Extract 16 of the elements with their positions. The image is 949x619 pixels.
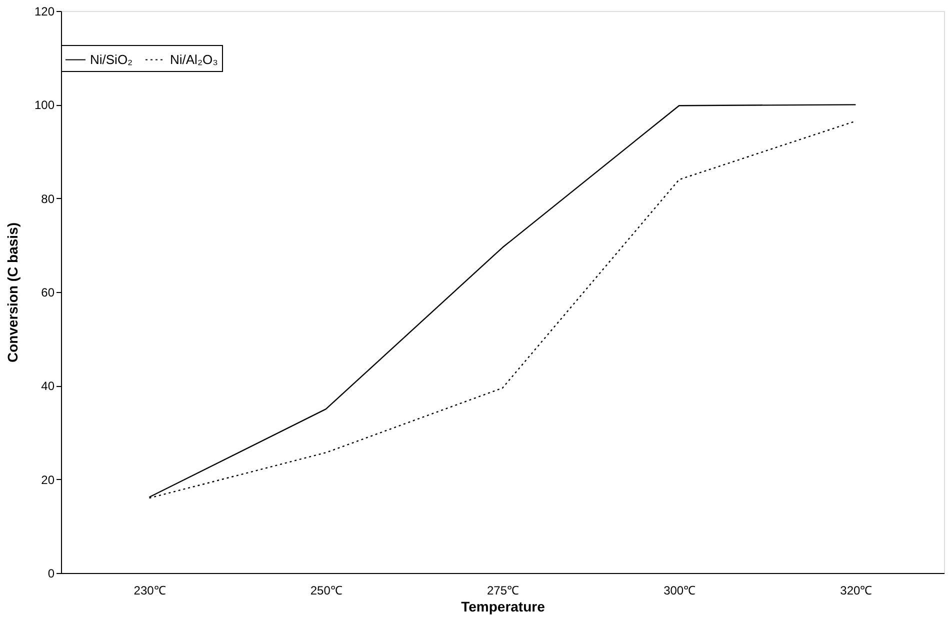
y-tick-label: 120 — [34, 4, 55, 18]
y-tick-label: 60 — [41, 286, 55, 300]
x-tick-label: 320℃ — [840, 584, 872, 598]
x-tick-label: 275℃ — [486, 584, 520, 598]
x-tick-label: 230℃ — [134, 584, 166, 598]
x-tick-label: 300℃ — [664, 584, 696, 598]
x-tick-label: 250℃ — [310, 584, 342, 598]
legend-label: Ni/SiO₂ — [90, 52, 133, 67]
y-tick-label: 80 — [41, 192, 55, 206]
x-axis-title: Temperature — [461, 598, 546, 614]
y-axis-title: Conversion (C basis) — [4, 222, 20, 363]
legend-label: Ni/Al₂O₃ — [170, 52, 218, 67]
y-tick-label: 100 — [34, 98, 55, 112]
y-tick-label: 20 — [41, 472, 55, 487]
y-tick-label: 0 — [48, 566, 55, 580]
y-tick-label: 40 — [41, 379, 55, 394]
